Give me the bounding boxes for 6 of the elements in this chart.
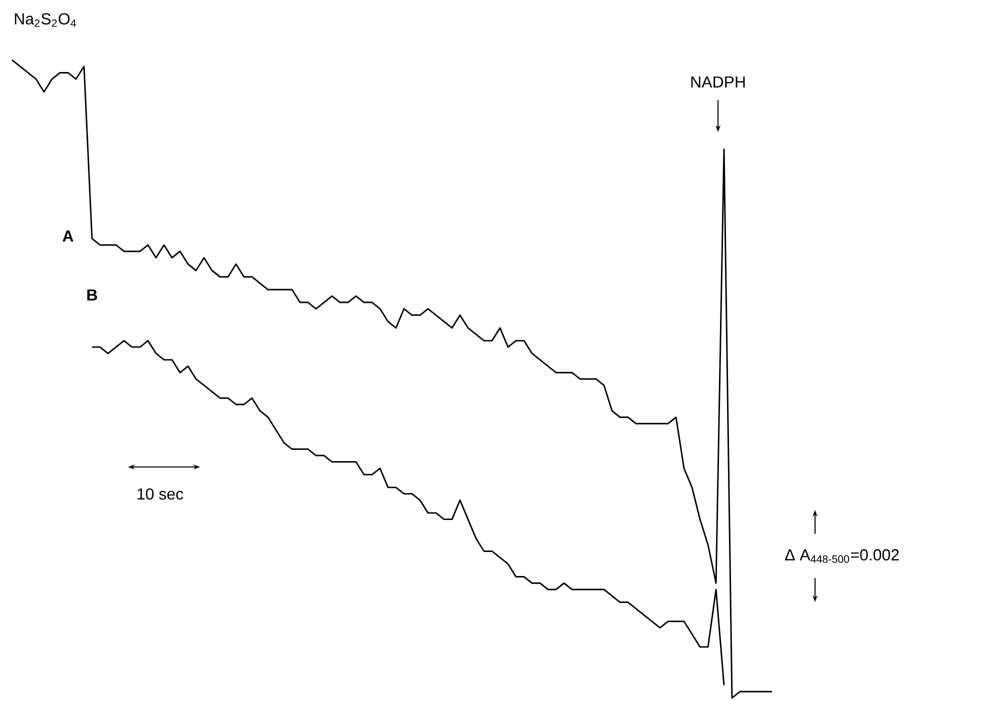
text: Δ A$_{448-500}$=0.002 [785, 549, 899, 563]
annotation: 10 sec [138, 488, 184, 500]
text: B [87, 289, 98, 300]
text: Na$_{2}$S$_{2}$O$_{4}$ [14, 13, 76, 27]
series-label: A [62, 230, 74, 242]
annotation: NADPH [691, 76, 745, 88]
